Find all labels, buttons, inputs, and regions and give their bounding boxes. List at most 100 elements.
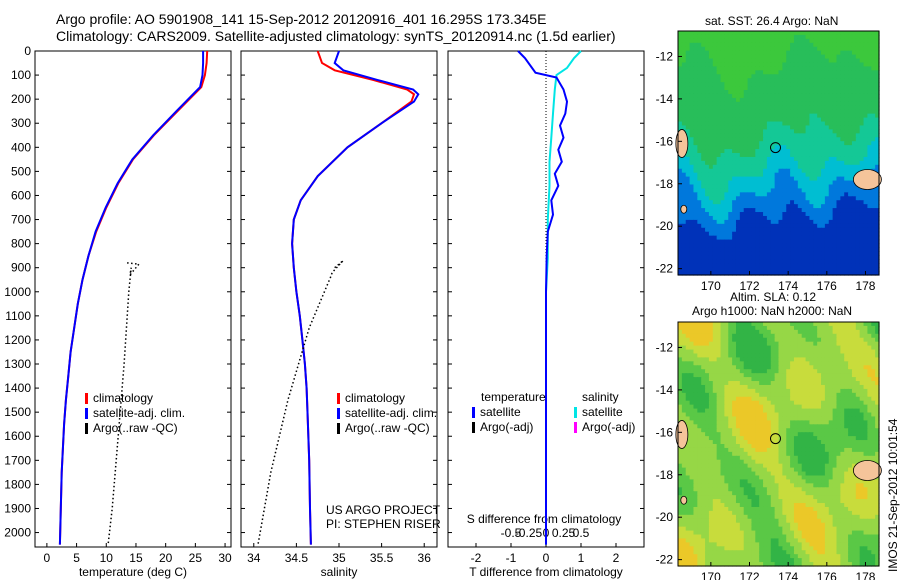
y-tick-label: 1100	[5, 309, 31, 323]
x-tick-label: 34	[247, 551, 261, 565]
y-tick-label: -14	[656, 92, 674, 106]
y-tick-label: 700	[11, 213, 31, 227]
project-annotation: US ARGO PROJECT	[326, 503, 441, 517]
y-tick-label: -18	[656, 177, 674, 191]
x2-tick-label: 0.25	[552, 526, 576, 540]
pi-annotation: PI: STEPHEN RISER	[326, 517, 441, 531]
sla-island-west	[675, 420, 689, 449]
y-tick-label: -20	[656, 510, 674, 524]
sst-island-south	[680, 204, 688, 214]
temperature-x-label: temperature (deg C)	[79, 565, 187, 579]
x2-tick-label: 0.5	[573, 526, 590, 540]
x-tick-label: 0	[543, 551, 550, 565]
temperature-difference-label: T difference from climatology	[469, 565, 623, 579]
salinity-difference-label: S difference from climatology	[467, 512, 622, 526]
diff-legend-temperature-swatch-1	[472, 422, 475, 433]
sst-map-frame	[677, 30, 880, 276]
salinity-legend-label-1: satellite-adj. clim.	[345, 406, 437, 420]
diff-legend-salinity-swatch-0	[574, 407, 577, 418]
x-tick-label: -1	[506, 551, 517, 565]
x-tick-label: 174	[778, 570, 798, 580]
y-tick-label: -16	[656, 134, 674, 148]
sla-island-east	[853, 460, 882, 481]
sst-island-west	[675, 129, 689, 158]
x-tick-label: 15	[129, 551, 143, 565]
temperature-legend-label-0: climatology	[93, 391, 153, 405]
y-tick-label: -16	[656, 425, 674, 439]
y-tick-label: 1900	[4, 501, 31, 515]
x-tick-label: 35	[332, 551, 346, 565]
diff-legend-temperature-label-1: Argo(-adj)	[480, 420, 533, 434]
diff-legend-salinity-label-1: Argo(-adj)	[582, 420, 635, 434]
figure-title-line2: Climatology: CARS2009. Satellite-adjuste…	[56, 28, 616, 44]
y-tick-label: 900	[11, 261, 31, 275]
temperature-legend-label-1: satellite-adj. clim.	[93, 406, 185, 420]
x2-tick-label: -0.25	[515, 526, 543, 540]
y-tick-label: -22	[656, 553, 674, 567]
y-tick-label: 100	[11, 68, 31, 82]
sst-map-title: sat. SST: 26.4 Argo: NaN	[705, 14, 839, 28]
x-tick-label: 25	[189, 551, 203, 565]
sst-island-east	[853, 169, 882, 190]
diff-legend-temperature-swatch-0	[472, 407, 475, 418]
diff-legend-salinity-swatch-1	[574, 422, 577, 433]
y-tick-label: 1600	[4, 429, 31, 443]
x-tick-label: 0	[44, 551, 51, 565]
x-tick-label: 5	[73, 551, 80, 565]
x-tick-label: -2	[471, 551, 482, 565]
x-tick-label: 20	[159, 551, 173, 565]
diff-legend-temperature-header: temperature	[481, 390, 546, 404]
y-tick-label: 600	[11, 188, 31, 202]
x-tick-label: 172	[739, 279, 759, 293]
sla-map-frame	[677, 321, 880, 567]
salinity-series-satellite-adj-clim-	[291, 50, 420, 545]
y-tick-label: 0	[24, 44, 31, 58]
x-tick-label: 178	[855, 279, 875, 293]
diff-legend-temperature-label-0: satellite	[480, 405, 521, 419]
diff-legend-salinity-label-0: satellite	[582, 405, 623, 419]
temperature-legend-swatch-2	[85, 423, 88, 434]
sla-map-field	[678, 322, 880, 567]
salinity-x-label: salinity	[321, 565, 358, 579]
x-tick-label: 1	[578, 551, 585, 565]
x2-tick-label: -0.5	[501, 526, 522, 540]
x-tick-label: 172	[739, 570, 759, 580]
y-tick-label: 800	[11, 237, 31, 251]
diff-legend-salinity-header: salinity	[582, 390, 619, 404]
temperature-series-argo-raw-qc-	[107, 262, 141, 545]
sla-map-title-line2: Argo h1000: NaN h2000: NaN	[692, 304, 853, 318]
sst-profile-marker	[770, 142, 782, 154]
sla-island-south	[680, 495, 688, 505]
temperature-legend-label-2: Argo(..raw -QC)	[93, 421, 178, 435]
x-tick-label: 2	[613, 551, 620, 565]
x-tick-label: 174	[778, 279, 798, 293]
x-tick-label: 35.5	[370, 551, 394, 565]
y-tick-label: -18	[656, 468, 674, 482]
y-tick-label: 400	[11, 140, 31, 154]
y-tick-label: 1700	[4, 453, 31, 467]
y-tick-label: 1300	[4, 357, 31, 371]
salinity-legend-swatch-1	[337, 408, 340, 419]
y-tick-label: 1000	[4, 285, 31, 299]
x-tick-label: 34.5	[285, 551, 309, 565]
salinity-legend-label-2: Argo(..raw -QC)	[345, 421, 430, 435]
x-tick-label: 36	[418, 551, 432, 565]
y-tick-label: 500	[11, 164, 31, 178]
sla-profile-marker	[770, 433, 782, 445]
salinity-panel-frame	[240, 50, 438, 548]
y-tick-label: 1400	[4, 381, 31, 395]
x-tick-label: 176	[817, 279, 837, 293]
temperature-legend-swatch-1	[85, 408, 88, 419]
y-tick-label: 1200	[4, 333, 31, 347]
x-tick-label: 178	[855, 570, 875, 580]
x-tick-label: 176	[817, 570, 837, 580]
figure-title-line1: Argo profile: AO 5901908_141 15-Sep-2012…	[56, 11, 547, 27]
temperature-difference-series	[517, 50, 569, 545]
temperature-panel-frame	[34, 50, 232, 548]
x-tick-label: 10	[100, 551, 114, 565]
salinity-series-argo-raw-qc-	[257, 259, 344, 545]
y-tick-label: -12	[656, 49, 674, 63]
x-tick-label: 30	[218, 551, 232, 565]
sst-map-field	[678, 31, 880, 276]
